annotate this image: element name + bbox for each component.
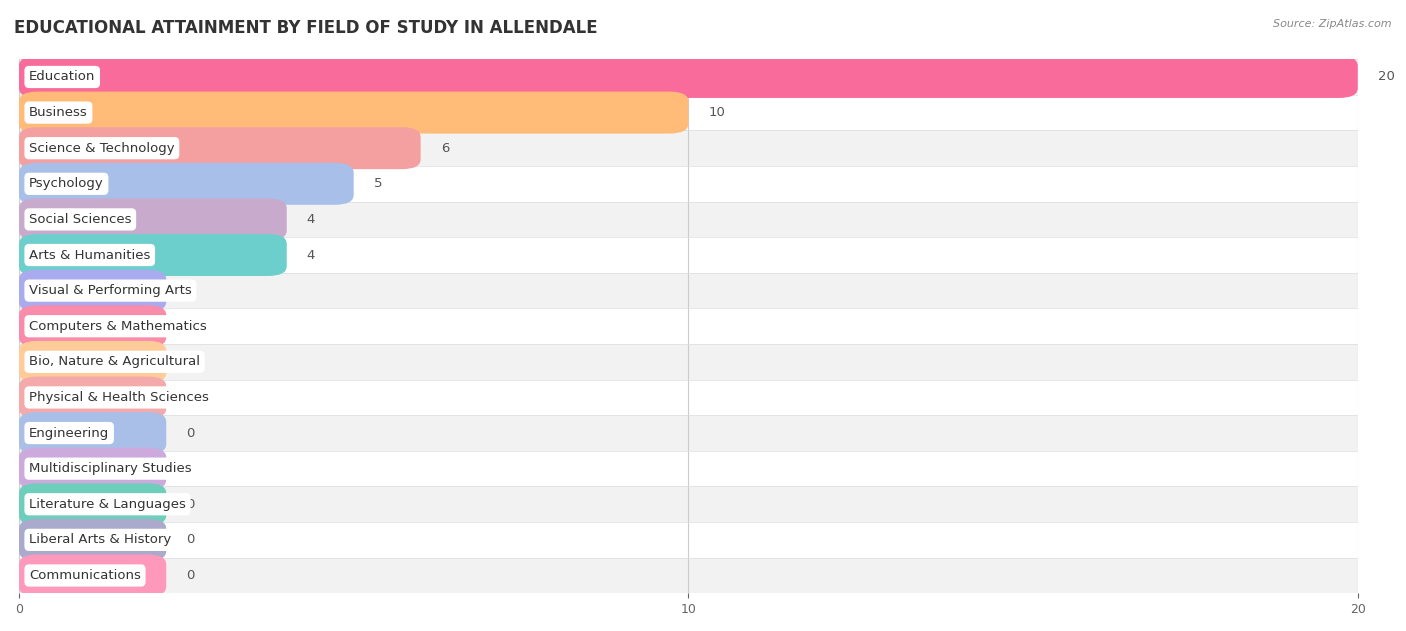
Bar [20, 309, 1358, 344]
Text: 0: 0 [187, 569, 194, 582]
Text: Psychology: Psychology [30, 177, 104, 191]
Text: 6: 6 [440, 142, 449, 155]
FancyBboxPatch shape [20, 163, 354, 205]
Text: 0: 0 [187, 320, 194, 333]
Text: Arts & Humanities: Arts & Humanities [30, 249, 150, 261]
Text: Business: Business [30, 106, 87, 119]
Bar [20, 95, 1358, 131]
FancyBboxPatch shape [20, 483, 166, 525]
Text: Literature & Languages: Literature & Languages [30, 498, 186, 510]
FancyBboxPatch shape [20, 305, 166, 347]
Bar [20, 344, 1358, 380]
Text: Science & Technology: Science & Technology [30, 142, 174, 155]
Text: 0: 0 [187, 462, 194, 475]
FancyBboxPatch shape [20, 341, 166, 383]
Text: Social Sciences: Social Sciences [30, 213, 132, 226]
Text: Bio, Nature & Agricultural: Bio, Nature & Agricultural [30, 355, 200, 369]
Bar [20, 558, 1358, 593]
Text: 0: 0 [187, 355, 194, 369]
FancyBboxPatch shape [20, 519, 166, 561]
Bar [20, 415, 1358, 451]
FancyBboxPatch shape [20, 377, 166, 418]
Text: 0: 0 [187, 391, 194, 404]
Text: EDUCATIONAL ATTAINMENT BY FIELD OF STUDY IN ALLENDALE: EDUCATIONAL ATTAINMENT BY FIELD OF STUDY… [14, 19, 598, 37]
Bar [20, 237, 1358, 273]
Text: 10: 10 [709, 106, 725, 119]
Text: Engineering: Engineering [30, 427, 110, 440]
FancyBboxPatch shape [20, 447, 166, 490]
Text: Source: ZipAtlas.com: Source: ZipAtlas.com [1274, 19, 1392, 29]
FancyBboxPatch shape [20, 91, 689, 134]
Bar [20, 166, 1358, 201]
Text: 2: 2 [187, 284, 195, 297]
Text: Visual & Performing Arts: Visual & Performing Arts [30, 284, 191, 297]
Text: 0: 0 [187, 427, 194, 440]
Text: Physical & Health Sciences: Physical & Health Sciences [30, 391, 209, 404]
FancyBboxPatch shape [20, 269, 166, 312]
Text: 4: 4 [307, 213, 315, 226]
FancyBboxPatch shape [20, 198, 287, 240]
Text: Liberal Arts & History: Liberal Arts & History [30, 533, 172, 546]
Text: 20: 20 [1378, 71, 1395, 83]
Bar [20, 273, 1358, 309]
Bar [20, 380, 1358, 415]
Text: 5: 5 [374, 177, 382, 191]
FancyBboxPatch shape [20, 127, 420, 169]
Bar [20, 131, 1358, 166]
FancyBboxPatch shape [20, 234, 287, 276]
FancyBboxPatch shape [20, 555, 166, 596]
Text: Multidisciplinary Studies: Multidisciplinary Studies [30, 462, 191, 475]
Bar [20, 451, 1358, 487]
FancyBboxPatch shape [20, 56, 1358, 98]
Text: 4: 4 [307, 249, 315, 261]
Text: 0: 0 [187, 533, 194, 546]
FancyBboxPatch shape [20, 412, 166, 454]
Bar [20, 522, 1358, 558]
Bar [20, 201, 1358, 237]
Text: Computers & Mathematics: Computers & Mathematics [30, 320, 207, 333]
Bar [20, 487, 1358, 522]
Text: Education: Education [30, 71, 96, 83]
Text: 0: 0 [187, 498, 194, 510]
Bar [20, 59, 1358, 95]
Text: Communications: Communications [30, 569, 141, 582]
